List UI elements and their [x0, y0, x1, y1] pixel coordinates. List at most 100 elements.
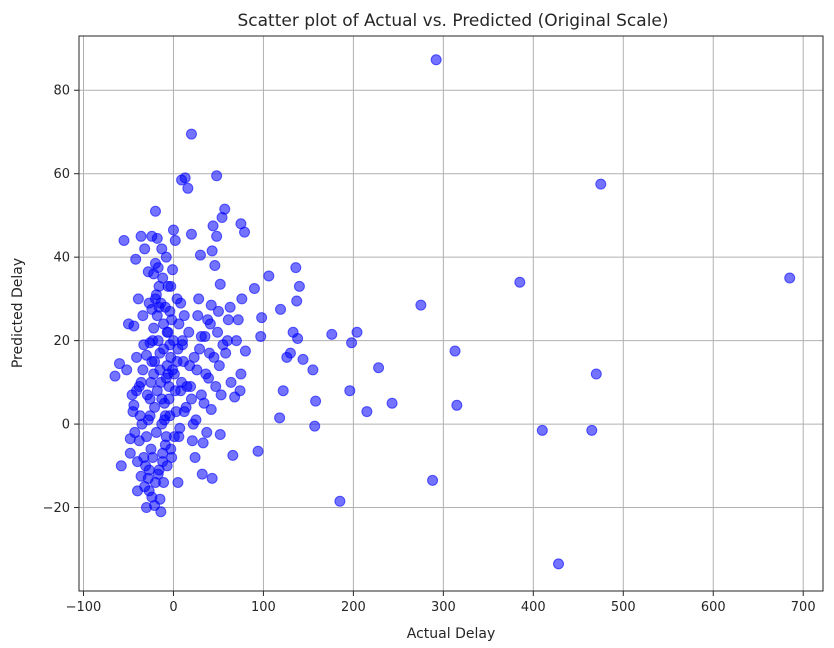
data-point: [149, 355, 161, 367]
y-axis-label: Predicted Delay: [10, 258, 26, 368]
data-point: [176, 174, 188, 186]
data-point: [156, 243, 168, 255]
data-point: [386, 397, 398, 409]
data-point: [194, 343, 206, 355]
data-point: [185, 393, 197, 405]
data-point: [287, 326, 299, 338]
data-point: [205, 299, 217, 311]
data-point: [124, 447, 136, 459]
data-point: [167, 364, 179, 376]
data-point: [196, 468, 208, 480]
data-point: [152, 335, 164, 347]
x-tick-label: 100: [251, 600, 276, 615]
y-tick-label: 80: [53, 84, 70, 99]
data-point: [290, 262, 302, 274]
data-point: [784, 272, 796, 284]
data-point: [215, 389, 227, 401]
data-point: [146, 303, 158, 315]
data-point: [201, 426, 213, 438]
data-point: [220, 347, 232, 359]
data-point: [222, 314, 234, 326]
data-point: [176, 339, 188, 351]
data-point: [109, 370, 121, 382]
data-point: [310, 395, 322, 407]
x-tick-label: 600: [701, 600, 726, 615]
data-point: [172, 477, 184, 489]
data-point: [161, 326, 173, 338]
x-tick-label: 700: [791, 600, 816, 615]
data-point: [186, 435, 198, 447]
y-tick-label: −20: [43, 501, 70, 516]
data-point: [118, 234, 130, 246]
data-point: [214, 278, 226, 290]
data-point: [122, 318, 134, 330]
data-point: [361, 406, 373, 418]
data-point: [164, 339, 176, 351]
data-point: [138, 451, 150, 463]
data-point: [130, 253, 142, 265]
data-point: [274, 412, 286, 424]
data-point: [297, 353, 309, 365]
data-point: [373, 362, 385, 374]
data-point: [159, 301, 171, 313]
data-point: [206, 472, 218, 484]
data-point: [210, 381, 222, 393]
data-point: [162, 280, 174, 292]
data-point: [144, 393, 156, 405]
data-point: [224, 301, 236, 313]
data-point: [171, 355, 183, 367]
data-point: [190, 414, 202, 426]
data-point: [236, 293, 248, 305]
data-point: [586, 424, 598, 436]
data-point: [135, 230, 147, 242]
data-point: [178, 406, 190, 418]
data-point: [142, 266, 154, 278]
data-point: [139, 243, 151, 255]
data-point: [252, 445, 264, 457]
data-point: [281, 351, 293, 363]
data-point: [121, 364, 133, 376]
data-point: [451, 399, 463, 411]
data-point: [216, 212, 228, 224]
data-point: [174, 422, 186, 434]
data-point: [344, 385, 356, 397]
data-point: [154, 493, 166, 505]
data-point: [255, 330, 267, 342]
y-tick-label: 0: [62, 418, 70, 433]
data-point: [307, 364, 319, 376]
data-point: [189, 451, 201, 463]
x-tick-label: 400: [521, 600, 546, 615]
data-point: [199, 330, 211, 342]
data-point: [128, 399, 140, 411]
data-point: [165, 443, 177, 455]
data-point: [161, 460, 173, 472]
data-point: [140, 431, 152, 443]
data-point: [227, 449, 239, 461]
data-point: [132, 293, 144, 305]
y-tick-label: 40: [53, 251, 70, 266]
data-point: [157, 272, 169, 284]
data-point: [148, 322, 160, 334]
x-tick-label: 300: [431, 600, 456, 615]
data-point: [275, 303, 287, 315]
data-point: [131, 385, 143, 397]
data-point: [167, 264, 179, 276]
data-point: [149, 401, 161, 413]
data-point: [415, 299, 427, 311]
data-point: [158, 477, 170, 489]
data-point: [595, 178, 607, 190]
data-points: [109, 54, 796, 570]
data-point: [181, 381, 193, 393]
data-point: [194, 249, 206, 261]
x-axis-label: Actual Delay: [407, 626, 495, 642]
data-point: [207, 220, 219, 232]
data-point: [175, 297, 187, 309]
data-point: [134, 410, 146, 422]
data-point: [256, 312, 268, 324]
data-point: [155, 376, 167, 388]
data-point: [195, 389, 207, 401]
axis-ticks: −100 0 100 200 300 400 500 600 700 −20 0 20 40 60 80: [43, 84, 816, 615]
data-point: [204, 318, 216, 330]
data-point: [178, 310, 190, 322]
